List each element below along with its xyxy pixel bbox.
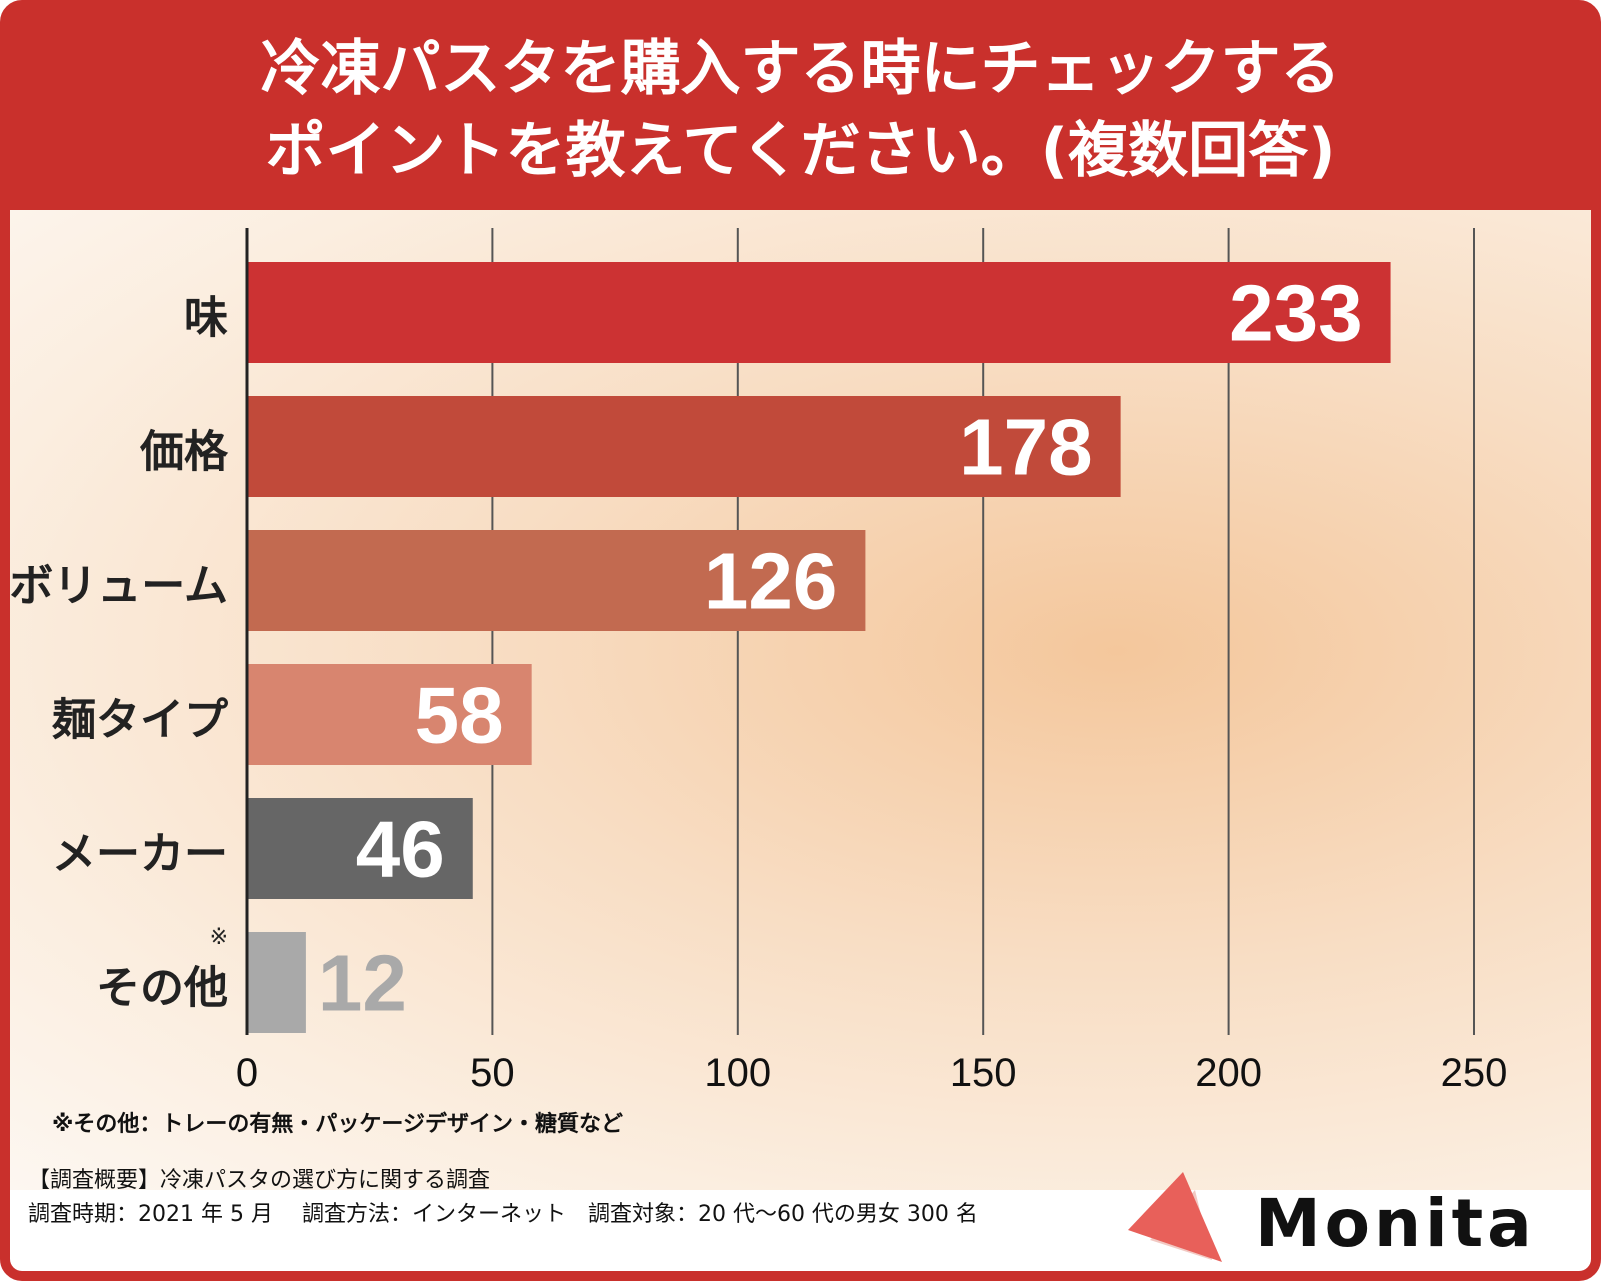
value-label: 233	[1229, 269, 1362, 358]
value-label: 12	[318, 939, 407, 1028]
category-label: 味	[184, 293, 228, 344]
category-label: ボリューム	[9, 561, 228, 612]
value-label: 178	[959, 403, 1092, 492]
bar	[247, 530, 866, 631]
title-line-1: 冷凍パスタを購入する時にチェックする	[260, 34, 1341, 104]
value-label: 126	[704, 537, 837, 626]
bar	[247, 932, 306, 1033]
footnote: ※その他：トレーの有無・パッケージデザイン・糖質など	[52, 1112, 623, 1137]
x-tick-label: 0	[236, 1051, 258, 1095]
bar	[247, 396, 1121, 497]
category-label: 麺タイプ	[52, 695, 228, 746]
x-tick-label: 150	[950, 1051, 1017, 1095]
x-tick-label: 50	[470, 1051, 515, 1095]
value-label: 46	[356, 805, 445, 894]
bar	[247, 664, 532, 765]
category-label: その他	[96, 963, 228, 1014]
category-note-mark: ※	[210, 925, 228, 950]
x-tick-label: 250	[1441, 1051, 1508, 1095]
category-label: 価格	[139, 427, 229, 478]
bar	[247, 798, 473, 899]
x-tick-label: 100	[704, 1051, 771, 1095]
category-label: メーカー	[52, 829, 228, 880]
value-label: 58	[415, 671, 504, 760]
monita-logo: Monita	[1255, 1185, 1536, 1262]
bar	[247, 262, 1391, 363]
survey-details: 調査時期：2021 年 5 月 調査方法：インターネット 調査対象：20 代～6…	[28, 1202, 978, 1227]
footer	[10, 1190, 1591, 1271]
chart-title: 冷凍パスタを購入する時にチェックする ポイントを教えてください。(複数回答)	[10, 10, 1591, 210]
survey-summary: 【調査概要】冷凍パスタの選び方に関する調査	[28, 1168, 491, 1193]
title-line-2: ポイントを教えてください。(複数回答)	[265, 116, 1336, 186]
x-tick-label: 200	[1195, 1051, 1262, 1095]
